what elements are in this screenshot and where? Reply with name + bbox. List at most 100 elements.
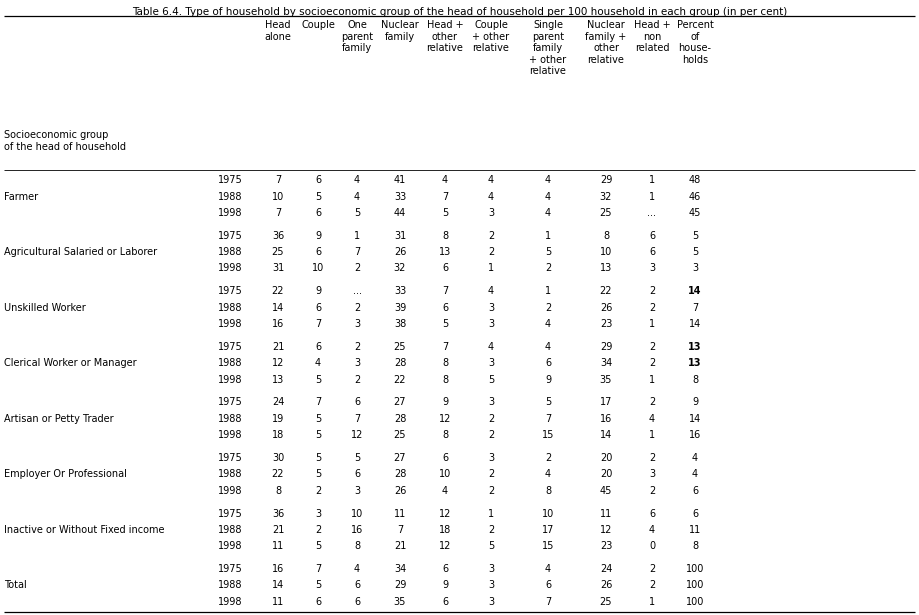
Text: 5: 5	[545, 247, 551, 257]
Text: 35: 35	[394, 597, 406, 607]
Text: 7: 7	[397, 525, 403, 535]
Text: 4: 4	[649, 525, 655, 535]
Text: 7: 7	[315, 319, 321, 329]
Text: Couple: Couple	[301, 20, 335, 30]
Text: 29: 29	[600, 175, 612, 185]
Text: 14: 14	[272, 303, 284, 312]
Text: 3: 3	[649, 263, 655, 274]
Text: 44: 44	[394, 208, 406, 218]
Text: 1: 1	[545, 287, 551, 296]
Text: 22: 22	[272, 469, 284, 479]
Text: 4: 4	[545, 191, 551, 202]
Text: 2: 2	[649, 581, 655, 590]
Text: 4: 4	[315, 358, 321, 368]
Text: 25: 25	[393, 342, 406, 352]
Text: 8: 8	[354, 541, 360, 551]
Text: 45: 45	[600, 486, 612, 496]
Text: 7: 7	[442, 342, 448, 352]
Text: 21: 21	[272, 525, 284, 535]
Text: 3: 3	[354, 486, 360, 496]
Text: 8: 8	[442, 375, 448, 384]
Text: 6: 6	[692, 486, 698, 496]
Text: 3: 3	[488, 453, 494, 463]
Text: 9: 9	[545, 375, 551, 384]
Text: 6: 6	[315, 597, 321, 607]
Text: 1998: 1998	[218, 597, 243, 607]
Text: 5: 5	[488, 375, 494, 384]
Text: 6: 6	[315, 342, 321, 352]
Text: 2: 2	[488, 231, 494, 240]
Text: 23: 23	[600, 319, 612, 329]
Text: 4: 4	[545, 208, 551, 218]
Text: 18: 18	[439, 525, 451, 535]
Text: 12: 12	[272, 358, 284, 368]
Text: 1975: 1975	[218, 564, 243, 574]
Text: 100: 100	[686, 581, 704, 590]
Text: 7: 7	[442, 287, 448, 296]
Text: 29: 29	[394, 581, 406, 590]
Text: Table 6.4. Type of household by socioeconomic group of the head of household per: Table 6.4. Type of household by socioeco…	[131, 7, 788, 17]
Text: 32: 32	[394, 263, 406, 274]
Text: 2: 2	[354, 375, 360, 384]
Text: 5: 5	[354, 208, 360, 218]
Text: 33: 33	[394, 191, 406, 202]
Text: 5: 5	[315, 453, 321, 463]
Text: 2: 2	[488, 525, 494, 535]
Text: 13: 13	[688, 358, 702, 368]
Text: 2: 2	[649, 358, 655, 368]
Text: 1975: 1975	[218, 231, 243, 240]
Text: 100: 100	[686, 597, 704, 607]
Text: 5: 5	[354, 453, 360, 463]
Text: 12: 12	[600, 525, 612, 535]
Text: 11: 11	[272, 597, 284, 607]
Text: 4: 4	[354, 175, 360, 185]
Text: 9: 9	[315, 287, 321, 296]
Text: 8: 8	[442, 231, 448, 240]
Text: 4: 4	[488, 191, 494, 202]
Text: 21: 21	[272, 342, 284, 352]
Text: 2: 2	[649, 342, 655, 352]
Text: 2: 2	[649, 453, 655, 463]
Text: 26: 26	[600, 303, 612, 312]
Text: 16: 16	[600, 414, 612, 424]
Text: 3: 3	[315, 509, 321, 518]
Text: 16: 16	[272, 564, 284, 574]
Text: 22: 22	[393, 375, 406, 384]
Text: 2: 2	[545, 263, 551, 274]
Text: 2: 2	[649, 564, 655, 574]
Text: 15: 15	[542, 430, 554, 440]
Text: 10: 10	[600, 247, 612, 257]
Text: 9: 9	[442, 581, 448, 590]
Text: ...: ...	[353, 287, 361, 296]
Text: 5: 5	[442, 208, 448, 218]
Text: 13: 13	[272, 375, 284, 384]
Text: 6: 6	[649, 509, 655, 518]
Text: 4: 4	[488, 175, 494, 185]
Text: 13: 13	[688, 342, 702, 352]
Text: 4: 4	[545, 319, 551, 329]
Text: 16: 16	[272, 319, 284, 329]
Text: 15: 15	[542, 541, 554, 551]
Text: 1988: 1988	[218, 303, 243, 312]
Text: 24: 24	[272, 397, 284, 408]
Text: 1975: 1975	[218, 287, 243, 296]
Text: 4: 4	[354, 564, 360, 574]
Text: 1988: 1988	[218, 414, 243, 424]
Text: Head
alone: Head alone	[265, 20, 291, 42]
Text: 5: 5	[692, 247, 698, 257]
Text: 30: 30	[272, 453, 284, 463]
Text: 1: 1	[649, 175, 655, 185]
Text: 2: 2	[315, 486, 321, 496]
Text: 4: 4	[442, 486, 448, 496]
Text: 3: 3	[488, 597, 494, 607]
Text: Head +
non
related: Head + non related	[634, 20, 670, 54]
Text: 1975: 1975	[218, 453, 243, 463]
Text: 5: 5	[692, 231, 698, 240]
Text: 11: 11	[600, 509, 612, 518]
Text: 5: 5	[315, 191, 321, 202]
Text: Nuclear
family: Nuclear family	[381, 20, 419, 42]
Text: Agricultural Salaried or Laborer: Agricultural Salaried or Laborer	[4, 247, 157, 257]
Text: 33: 33	[394, 287, 406, 296]
Text: 20: 20	[600, 453, 612, 463]
Text: 3: 3	[649, 469, 655, 479]
